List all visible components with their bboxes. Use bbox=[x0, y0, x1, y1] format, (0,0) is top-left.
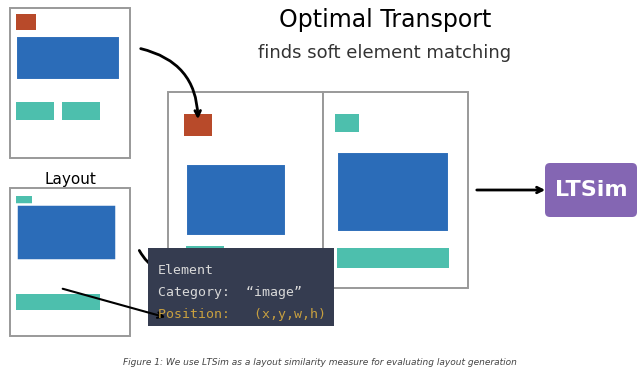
Bar bbox=[335, 114, 359, 132]
Text: Position:   (x,y,w,h): Position: (x,y,w,h) bbox=[158, 308, 326, 321]
Text: LTSim: LTSim bbox=[555, 180, 627, 200]
Text: finds soft element matching: finds soft element matching bbox=[259, 44, 511, 62]
Text: Layout: Layout bbox=[44, 172, 96, 187]
Bar bbox=[10, 188, 130, 336]
Bar bbox=[16, 196, 32, 210]
Text: Category:  “image”: Category: “image” bbox=[158, 286, 302, 299]
Bar bbox=[16, 204, 116, 260]
FancyBboxPatch shape bbox=[545, 163, 637, 217]
Bar bbox=[337, 248, 449, 268]
Bar bbox=[16, 102, 54, 120]
Text: Element: Element bbox=[158, 264, 214, 277]
Bar bbox=[62, 102, 100, 120]
Bar bbox=[168, 92, 323, 288]
Bar bbox=[337, 152, 449, 232]
Bar bbox=[16, 14, 36, 30]
Text: Figure 1: We use LTSim as a layout similarity measure for evaluating layout gene: Figure 1: We use LTSim as a layout simil… bbox=[123, 358, 517, 367]
Bar bbox=[186, 246, 224, 266]
Bar bbox=[16, 36, 120, 80]
Bar bbox=[10, 8, 130, 158]
Text: Optimal Transport: Optimal Transport bbox=[279, 8, 491, 32]
Bar bbox=[184, 114, 212, 136]
Bar bbox=[16, 294, 100, 310]
Bar bbox=[186, 164, 286, 236]
Bar bbox=[148, 248, 334, 326]
Bar bbox=[186, 270, 224, 290]
Bar bbox=[323, 92, 468, 288]
